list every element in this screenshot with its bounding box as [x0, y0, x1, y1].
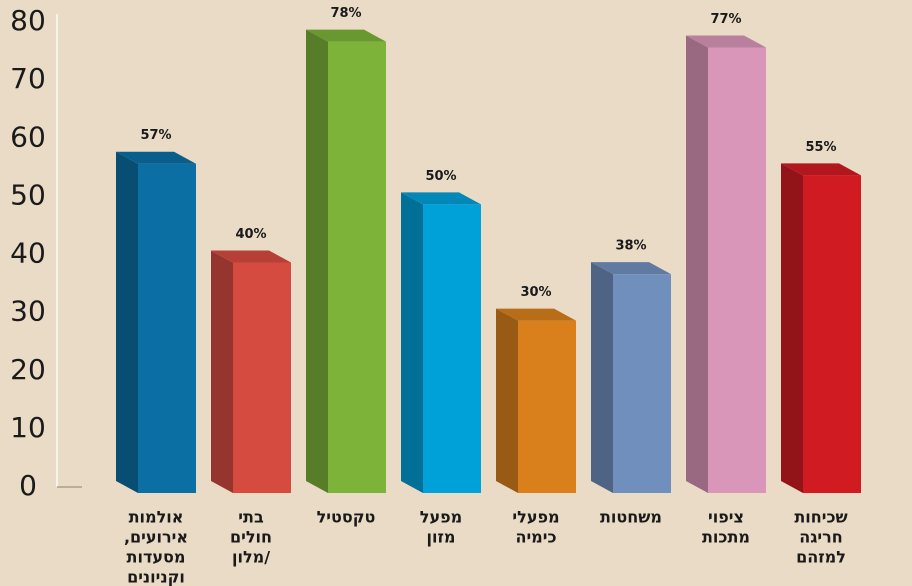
bar	[613, 274, 671, 493]
x-tick-label: אולמות	[129, 508, 184, 527]
y-tick-label: 20	[10, 353, 46, 386]
y-tick-label: 50	[10, 178, 46, 211]
bar	[233, 262, 291, 493]
bar-side	[306, 29, 328, 493]
bar-top	[116, 151, 196, 164]
x-tick-label: מפעל	[420, 508, 462, 527]
bar-top	[496, 308, 576, 321]
bar-side	[211, 250, 233, 493]
bar	[708, 47, 766, 493]
y-tick-label: 30	[10, 295, 46, 328]
bar	[423, 204, 481, 493]
data-label: 78%	[330, 6, 361, 21]
x-tick-label: מסעדות	[127, 548, 186, 567]
bar-side	[591, 262, 613, 493]
bar	[138, 163, 196, 493]
bar-top	[686, 35, 766, 48]
bar	[518, 320, 576, 493]
bar-side	[116, 151, 138, 493]
bar-side	[686, 35, 708, 493]
x-tick-label: מתכות	[702, 528, 750, 547]
x-tick-label: חריגה	[799, 528, 842, 547]
y-tick-label: 0	[19, 469, 37, 502]
data-label: 40%	[235, 227, 266, 242]
x-tick-label: טקסטיל	[317, 508, 376, 527]
data-label: 57%	[140, 128, 171, 143]
x-tick-label: למזהם	[796, 548, 846, 567]
bar-top	[306, 29, 386, 42]
y-tick-label: 60	[10, 120, 46, 153]
y-tick-label: 10	[10, 411, 46, 444]
bar-top	[591, 262, 671, 275]
data-label: 55%	[805, 140, 836, 155]
x-tick-label: בתי	[238, 508, 264, 527]
bar-side	[781, 163, 803, 493]
x-tick-label: וקניונים	[127, 568, 185, 586]
bar	[803, 175, 861, 493]
x-tick-label: מזון	[427, 528, 456, 547]
x-tick-label: חולים	[230, 528, 272, 547]
y-tick-label: 70	[10, 62, 46, 95]
bar-side	[401, 192, 423, 493]
x-tick-label: /מלון	[232, 548, 270, 567]
x-tick-label: שכיחות	[794, 508, 847, 527]
x-tick-label: ציפוי	[708, 508, 744, 527]
bar-top	[211, 250, 291, 263]
data-label: 38%	[615, 239, 646, 254]
x-tick-label: מפעלי	[512, 508, 559, 527]
bar-top	[401, 192, 481, 205]
bar-top	[781, 163, 861, 176]
data-label: 77%	[710, 12, 741, 27]
data-label: 30%	[520, 285, 551, 300]
x-tick-label: אירועים,	[124, 528, 188, 547]
y-tick-label: 80	[10, 4, 46, 37]
bar-side	[496, 308, 518, 493]
x-tick-label: כימיה	[515, 528, 556, 547]
y-tick-label: 40	[10, 237, 46, 270]
x-tick-label: משחטות	[600, 508, 662, 527]
bar	[328, 41, 386, 493]
data-label: 50%	[425, 169, 456, 184]
